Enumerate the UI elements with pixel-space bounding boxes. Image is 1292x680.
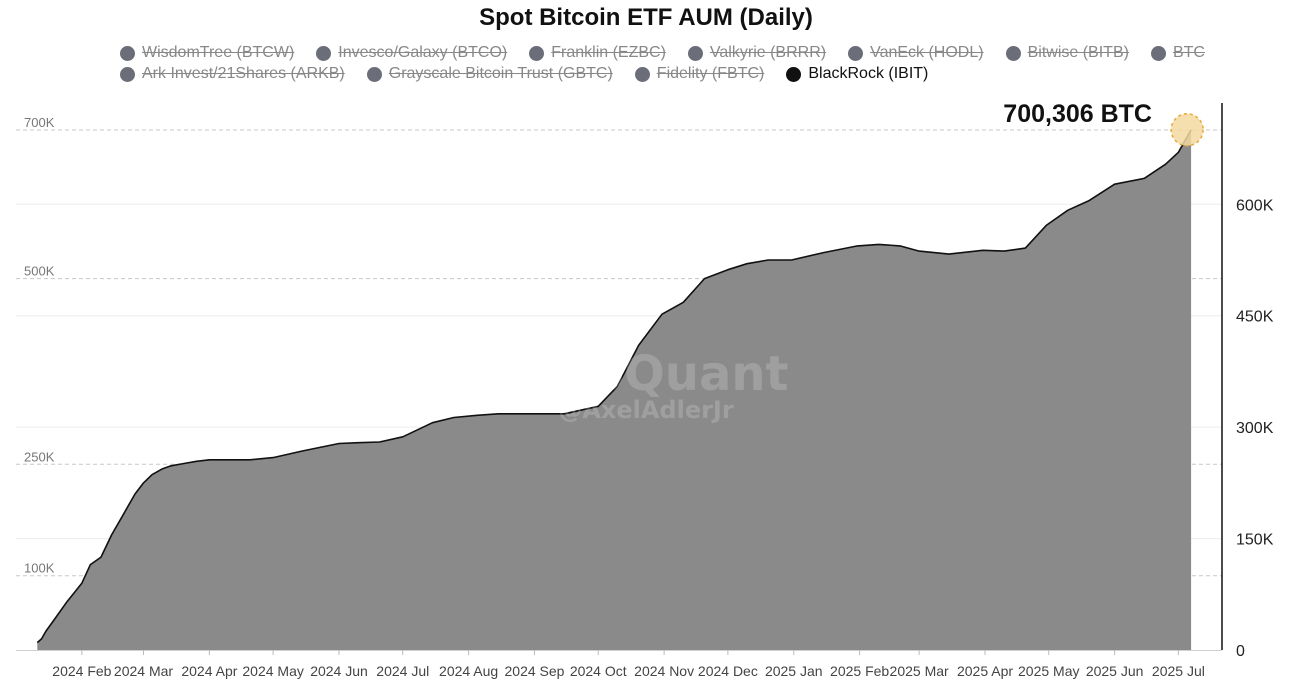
watermark: CryptoQuant@AxelAdlerJr <box>444 346 789 424</box>
y-right-tick-label: 450K <box>1236 309 1274 326</box>
x-tick-label: 2025 Apr <box>957 663 1013 679</box>
y-left-tick-label: 500K <box>24 264 55 279</box>
legend-item-wisdomtree-btcw[interactable]: WisdomTree (BTCW) <box>120 44 294 62</box>
x-tick-label: 2024 May <box>242 663 303 679</box>
x-tick-label: 2024 Apr <box>181 663 237 679</box>
y-left-tick-label: 100K <box>24 561 55 576</box>
x-tick-label: 2024 Jun <box>310 663 368 679</box>
x-tick-label: 2024 Dec <box>698 663 758 679</box>
highlight-circle <box>1170 113 1204 147</box>
legend-row-2: Ark Invest/21Shares (ARKB) Grayscale Bitc… <box>120 65 928 83</box>
y-right-tick-label: 150K <box>1236 532 1274 549</box>
legend-item-franklin-ezbc[interactable]: Franklin (EZBC) <box>529 44 666 62</box>
x-tick-label: 2024 Feb <box>52 663 111 679</box>
x-tick-label: 2024 Sep <box>505 663 565 679</box>
legend-dot <box>529 45 545 61</box>
x-tick-label: 2024 Oct <box>570 663 627 679</box>
legend-label: VanEck (HODL) <box>870 44 984 61</box>
x-tick-label: 2025 Jun <box>1086 663 1144 679</box>
watermark-brand: CryptoQuant <box>444 346 789 402</box>
x-tick-label: 2025 Feb <box>830 663 889 679</box>
x-tick-label: 2025 Mar <box>890 663 949 679</box>
legend-label: Invesco/Galaxy (BTCO) <box>338 44 508 61</box>
legend-dot <box>786 66 802 82</box>
legend-item-btc[interactable]: BTC <box>1150 44 1205 62</box>
legend-dot <box>687 45 703 61</box>
area-series <box>36 129 1192 651</box>
y-left-tick-label: 250K <box>24 449 55 464</box>
legend-dot <box>120 66 135 82</box>
legend-label: BlackRock (IBIT) <box>808 65 929 82</box>
legend-dot <box>634 66 650 82</box>
legend-label: Bitwise (BITB) <box>1027 44 1129 61</box>
x-tick-label: 2025 Jan <box>765 663 823 679</box>
y-right-tick-label: 0 <box>1236 643 1245 660</box>
legend-dot <box>120 45 135 61</box>
x-tick-label: 2024 Mar <box>114 663 173 679</box>
legend-label: WisdomTree (BTCW) <box>142 44 295 61</box>
legend-label: Valkyrie (BRRR) <box>709 44 827 61</box>
legend-label: Grayscale Bitcoin Trust (GBTC) <box>388 65 613 82</box>
legend-item-valkyrie-brrr[interactable]: Valkyrie (BRRR) <box>687 44 827 62</box>
legend-dot <box>1150 45 1166 61</box>
y-right-tick-label: 300K <box>1236 420 1274 437</box>
legend-item-blackrock-ibit[interactable]: BlackRock (IBIT) <box>786 65 928 83</box>
legend-dot <box>1005 45 1021 61</box>
legend-label: Franklin (EZBC) <box>551 44 666 61</box>
watermark-handle: @AxelAdlerJr <box>558 396 734 424</box>
annotation-label: 700,306 BTC <box>1003 100 1152 128</box>
legend-row-1: WisdomTree (BTCW) Invesco/Galaxy (BTCO) Fr… <box>120 44 1205 62</box>
legend-label: Ark Invest/21Shares (ARKB) <box>142 65 345 82</box>
y-right-tick-label: 600K <box>1236 197 1274 214</box>
axes: 0 150K 300K 450K 600K 100K 250K 500K 700K 2024 Fe… <box>16 103 1274 679</box>
legend-item-ark-invest-21shares-arkb[interactable]: Ark Invest/21Shares (ARKB) <box>120 65 345 83</box>
chart-title: Spot Bitcoin ETF AUM (Daily) <box>479 4 813 31</box>
annotation-group: 700,306 BTC <box>1003 100 1204 147</box>
x-tick-label: 2024 Nov <box>634 663 694 679</box>
x-tick-label: 2025 Jul <box>1152 663 1205 679</box>
legend-dot <box>366 66 382 82</box>
legend-dot <box>848 45 864 61</box>
legend-label: BTC <box>1172 44 1205 61</box>
legend-item-bitwise-bitb[interactable]: Bitwise (BITB) <box>1005 44 1129 62</box>
legend-item-invesco-galaxy-btco[interactable]: Invesco/Galaxy (BTCO) <box>316 44 507 62</box>
y-left-tick-label: 700K <box>24 115 55 130</box>
legend-item-grayscale-bitcoin-trust-gbtc[interactable]: Grayscale Bitcoin Trust (GBTC) <box>366 65 613 83</box>
x-tick-label: 2024 Jul <box>376 663 429 679</box>
legend-label: Fidelity (FBTC) <box>656 65 765 82</box>
legend-item-vaneck-hodl[interactable]: VanEck (HODL) <box>848 44 984 62</box>
x-tick-label: 2025 May <box>1018 663 1079 679</box>
series-line <box>36 129 1192 644</box>
x-tick-label: 2024 Aug <box>439 663 498 679</box>
legend-item-fidelity-fbtc[interactable]: Fidelity (FBTC) <box>634 65 765 83</box>
legend-dot <box>316 45 332 61</box>
